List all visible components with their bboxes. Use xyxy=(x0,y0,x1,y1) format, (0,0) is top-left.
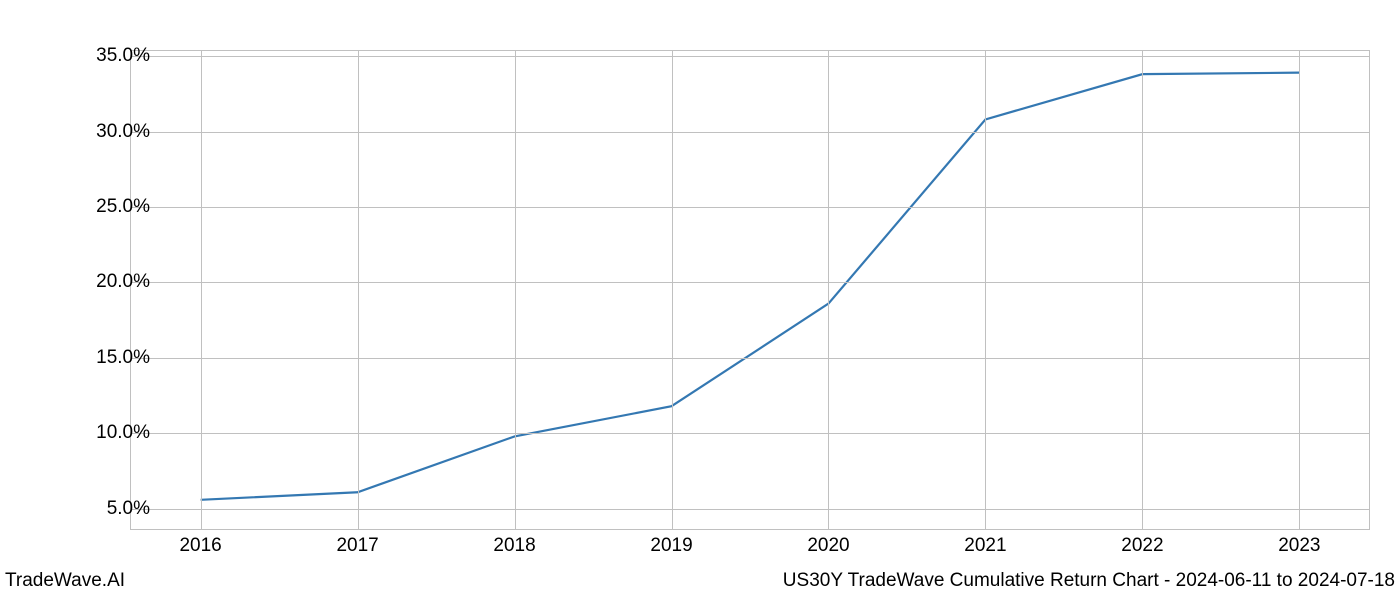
grid-line-horizontal xyxy=(130,207,1370,208)
y-tick-label: 30.0% xyxy=(50,121,150,143)
chart-plot-area xyxy=(130,50,1370,530)
y-tick-label: 25.0% xyxy=(50,196,150,218)
line-svg xyxy=(130,50,1370,530)
y-tick-label: 15.0% xyxy=(50,347,150,369)
grid-line-vertical xyxy=(515,50,516,530)
grid-line-vertical xyxy=(1142,50,1143,530)
grid-line-vertical xyxy=(985,50,986,530)
grid-line-vertical xyxy=(828,50,829,530)
grid-line-horizontal xyxy=(130,56,1370,57)
x-tick-label: 2016 xyxy=(179,535,221,557)
grid-line-vertical xyxy=(201,50,202,530)
grid-line-horizontal xyxy=(130,132,1370,133)
x-tick-label: 2019 xyxy=(650,535,692,557)
x-tick-label: 2021 xyxy=(964,535,1006,557)
footer-right-text: US30Y TradeWave Cumulative Return Chart … xyxy=(783,570,1395,592)
grid-line-vertical xyxy=(1299,50,1300,530)
y-tick-label: 5.0% xyxy=(50,498,150,520)
footer-left-text: TradeWave.AI xyxy=(5,570,125,592)
y-tick-label: 10.0% xyxy=(50,422,150,444)
grid-line-horizontal xyxy=(130,358,1370,359)
x-tick-label: 2022 xyxy=(1121,535,1163,557)
grid-line-horizontal xyxy=(130,433,1370,434)
grid-line-vertical xyxy=(358,50,359,530)
x-tick-label: 2018 xyxy=(493,535,535,557)
x-tick-label: 2023 xyxy=(1278,535,1320,557)
x-tick-label: 2020 xyxy=(807,535,849,557)
return-line xyxy=(201,73,1300,500)
grid-line-horizontal xyxy=(130,282,1370,283)
grid-line-vertical xyxy=(672,50,673,530)
x-tick-label: 2017 xyxy=(336,535,378,557)
y-tick-label: 20.0% xyxy=(50,271,150,293)
y-tick-label: 35.0% xyxy=(50,45,150,67)
grid-line-horizontal xyxy=(130,509,1370,510)
